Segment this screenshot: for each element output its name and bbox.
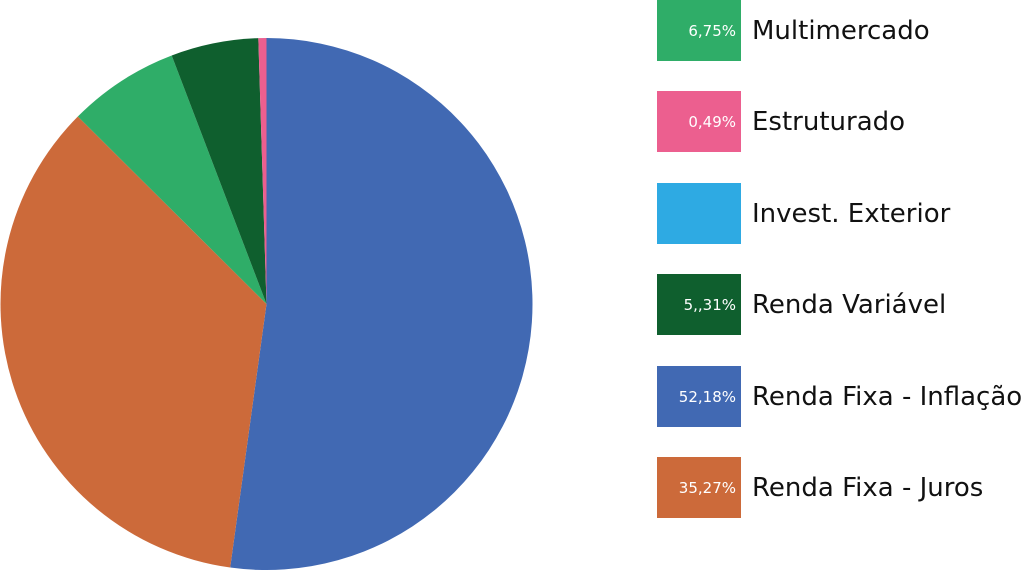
legend-item-estruturado: 0,49% Estruturado <box>657 91 905 152</box>
legend-item-renda-variavel: 5,,31% Renda Variável <box>657 274 946 335</box>
legend-label: Estruturado <box>752 106 906 137</box>
legend-item-invest-exterior: Invest. Exterior <box>657 183 950 244</box>
legend-swatch: 0,49% <box>657 91 741 152</box>
legend-label: Renda Fixa - Inflação <box>752 381 1023 412</box>
pie-slice-renda-vari-vel <box>171 38 267 304</box>
legend-label: Renda Variável <box>752 289 947 320</box>
legend-swatch: 35,27% <box>657 457 741 518</box>
pie-slice-estruturado <box>258 38 267 304</box>
legend-label: Invest. Exterior <box>752 198 951 229</box>
legend-swatch <box>657 183 741 244</box>
legend-item-renda-fixa-juros: 35,27% Renda Fixa - Juros <box>657 457 983 518</box>
legend-label: Renda Fixa - Juros <box>752 472 984 503</box>
legend-swatch: 52,18% <box>657 366 741 427</box>
legend-swatch: 5,,31% <box>657 274 741 335</box>
pie-slice-renda-fixa-juros <box>0 116 267 568</box>
legend-swatch: 6,75% <box>657 0 741 61</box>
legend-item-multimercado: 6,75% Multimercado <box>657 0 930 61</box>
legend-label: Multimercado <box>752 15 930 46</box>
pie-chart <box>0 38 533 571</box>
legend-item-renda-fixa-inflacao: 52,18% Renda Fixa - Inflação <box>657 366 1022 427</box>
pie-slice-renda-fixa-infla-o <box>230 38 533 571</box>
pie-slice-multimercado <box>77 55 267 304</box>
